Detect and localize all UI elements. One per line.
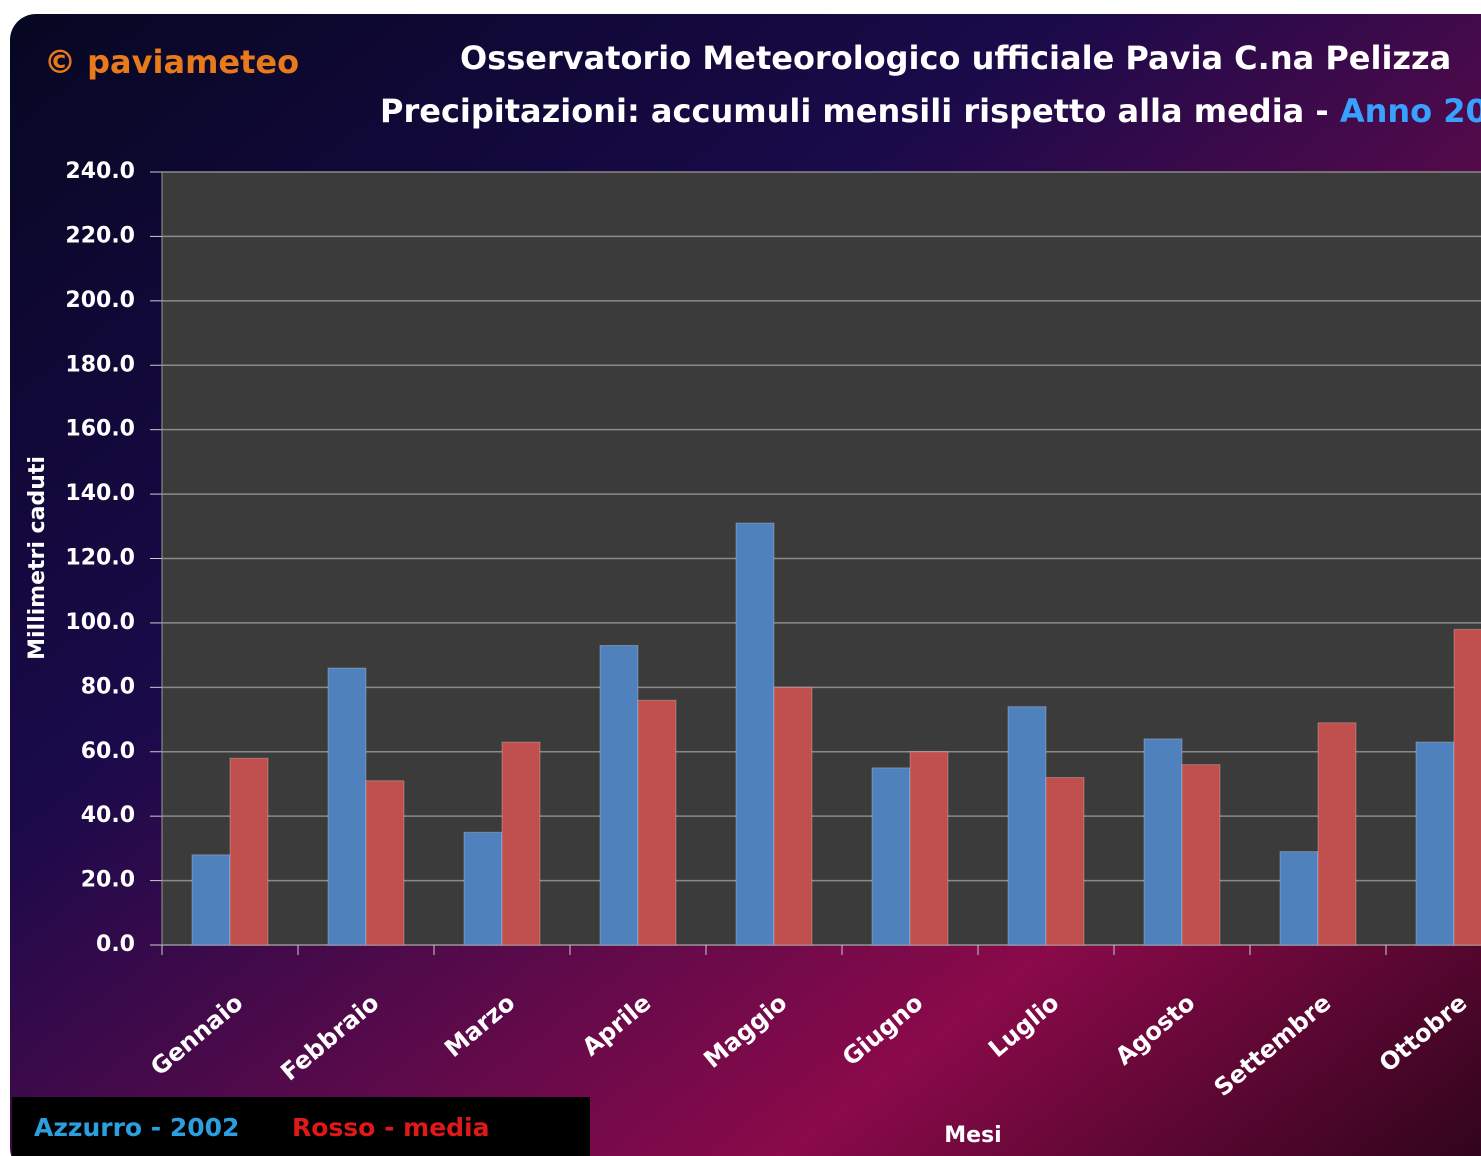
x-axis-label: Mesi (944, 1123, 1001, 1148)
bar (191, 854, 231, 946)
subtitle-year: Anno 20 (1340, 92, 1481, 130)
bar (1007, 706, 1047, 946)
y-tick-label: 0.0 (96, 932, 135, 957)
chart-subtitle: Precipitazioni: accumuli mensili rispett… (380, 92, 1481, 130)
bar (637, 699, 677, 946)
y-tick-label: 160.0 (65, 417, 135, 442)
bar (1143, 738, 1183, 946)
bar (1181, 764, 1221, 946)
bar (1317, 722, 1357, 946)
y-tick-label: 220.0 (65, 223, 135, 248)
chart-title: Osservatorio Meteorologico ufficiale Pav… (460, 39, 1451, 77)
bar (327, 667, 367, 946)
bar (501, 741, 541, 946)
y-tick-label: 140.0 (65, 481, 135, 506)
y-tick-label: 40.0 (81, 803, 135, 828)
bar (1415, 741, 1455, 946)
legend-box (12, 1097, 590, 1156)
brand: © paviameteo (44, 43, 299, 81)
bar (229, 757, 269, 946)
y-tick-label: 60.0 (81, 739, 135, 764)
bar (773, 686, 813, 946)
y-tick-label: 80.0 (81, 674, 135, 699)
y-tick-label: 240.0 (65, 159, 135, 184)
y-tick-label: 120.0 (65, 546, 135, 571)
bar (1279, 851, 1319, 946)
bar (909, 751, 949, 946)
y-tick-label: 200.0 (65, 288, 135, 313)
y-tick-label: 180.0 (65, 352, 135, 377)
y-tick-label: 100.0 (65, 610, 135, 635)
bar (871, 767, 911, 946)
legend-label: Azzurro - 2002 (34, 1113, 239, 1142)
y-tick-label: 20.0 (81, 868, 135, 893)
bar (463, 831, 503, 946)
subtitle-text: Precipitazioni: accumuli mensili rispett… (380, 92, 1340, 130)
y-axis-label: Millimetri caduti (25, 456, 50, 660)
bar (365, 780, 405, 946)
bar (735, 522, 775, 946)
bar (1453, 628, 1481, 946)
bar (1045, 777, 1085, 946)
bar (599, 644, 639, 946)
legend-label: Rosso - media (292, 1113, 490, 1142)
